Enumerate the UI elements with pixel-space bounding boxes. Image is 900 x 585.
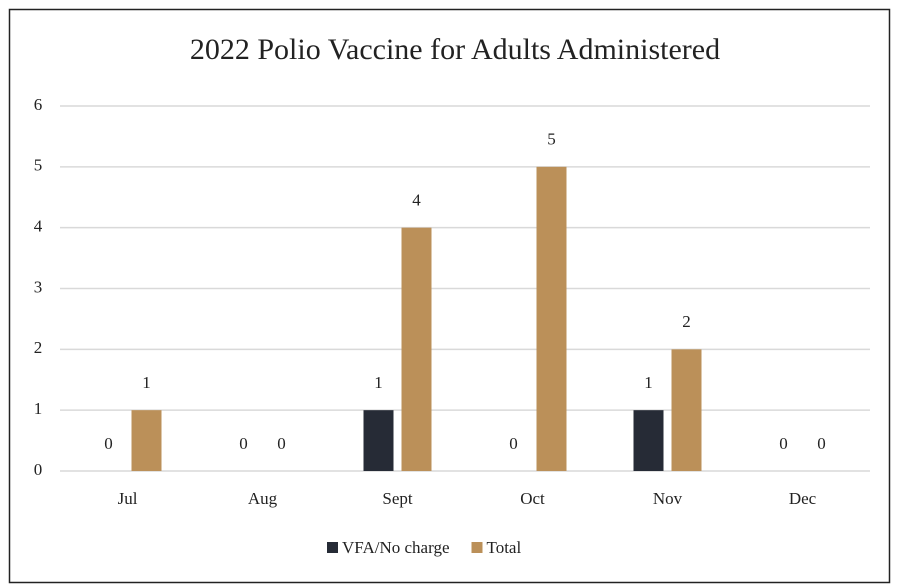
- x-tick-label: Oct: [520, 489, 545, 508]
- y-tick-label: 2: [34, 338, 43, 357]
- x-tick-label: Nov: [653, 489, 683, 508]
- bar: [671, 349, 702, 471]
- bar: [633, 410, 664, 471]
- y-tick-label: 0: [34, 460, 43, 479]
- data-label: 5: [547, 130, 556, 149]
- y-tick-label: 1: [34, 399, 43, 418]
- y-tick-label: 5: [34, 156, 43, 175]
- bar: [536, 166, 567, 472]
- data-label: 0: [277, 434, 286, 453]
- data-label: 1: [644, 373, 653, 392]
- data-label: 4: [412, 191, 421, 210]
- x-tick-label: Sept: [382, 489, 413, 508]
- legend-label: VFA/No charge: [342, 538, 450, 557]
- y-tick-label: 3: [34, 277, 43, 296]
- bar: [363, 410, 394, 471]
- legend-swatch: [327, 542, 338, 553]
- data-label: 0: [104, 434, 113, 453]
- legend-swatch: [471, 542, 483, 553]
- data-label: 0: [239, 434, 248, 453]
- x-tick-label: Aug: [248, 489, 278, 508]
- y-tick-label: 4: [34, 217, 43, 236]
- x-tick-label: Jul: [118, 489, 138, 508]
- legend-label: Total: [487, 538, 522, 557]
- data-label: 1: [374, 373, 383, 392]
- chart-border: [8, 8, 891, 584]
- y-tick-label: 6: [34, 95, 43, 114]
- data-label: 0: [509, 434, 518, 453]
- data-label: 1: [142, 373, 151, 392]
- data-label: 2: [682, 312, 691, 331]
- data-label: 0: [779, 434, 788, 453]
- data-label: 0: [817, 434, 826, 453]
- bar: [401, 227, 432, 471]
- chart-title: 2022 Polio Vaccine for Adults Administer…: [190, 33, 720, 66]
- bar: [131, 410, 162, 471]
- x-tick-label: Dec: [789, 489, 817, 508]
